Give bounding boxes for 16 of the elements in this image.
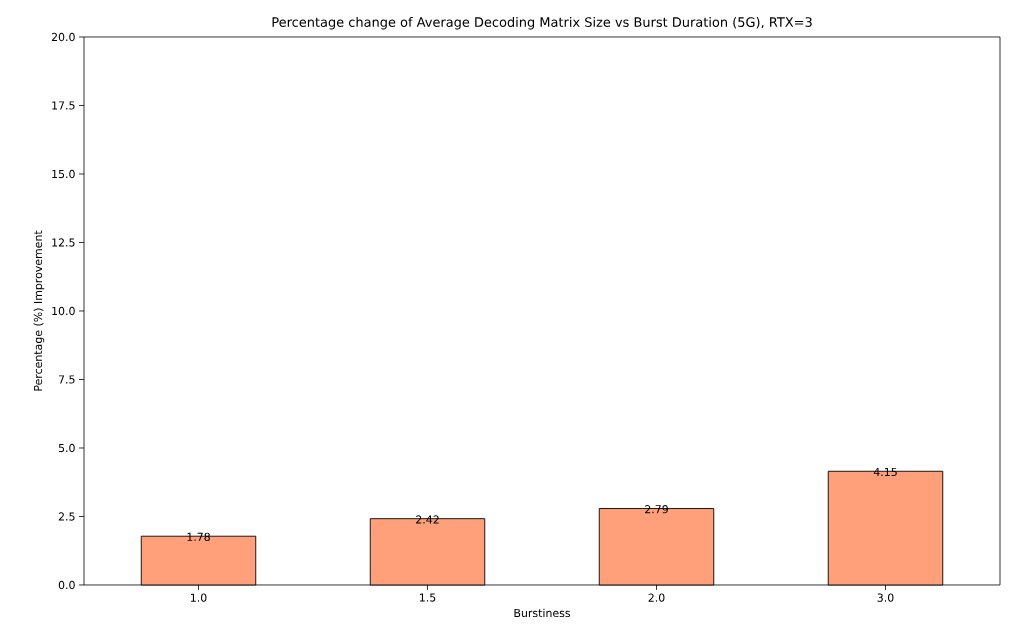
y-tick-label: 0.0 — [58, 580, 75, 590]
y-tick-label: 17.5 — [52, 101, 75, 110]
y-tick-label: 15.0 — [52, 169, 75, 179]
y-tick-label: 7.5 — [58, 375, 75, 384]
y-tick-label: 12.5 — [52, 238, 75, 247]
y-tick-label: 10.0 — [52, 306, 75, 316]
y-tick-label: 5.0 — [58, 443, 75, 453]
y-tick-label: 20.0 — [51, 32, 75, 42]
x-axis-title: Burstiness — [514, 608, 571, 618]
y-tick-label: 2.5 — [58, 512, 75, 521]
x-tick-label: 1.0 — [191, 593, 207, 602]
y-axis-title: Percentage (%) Improvement — [33, 230, 45, 391]
x-tick-label: 2.0 — [648, 593, 665, 602]
x-tick-label: 3.0 — [877, 593, 894, 602]
chart-title: Percentage change of Average Decoding Matrix Size vs Burst Duration (5G), RTX=3 — [272, 16, 812, 30]
x-tick-label: 1.5 — [420, 593, 436, 602]
